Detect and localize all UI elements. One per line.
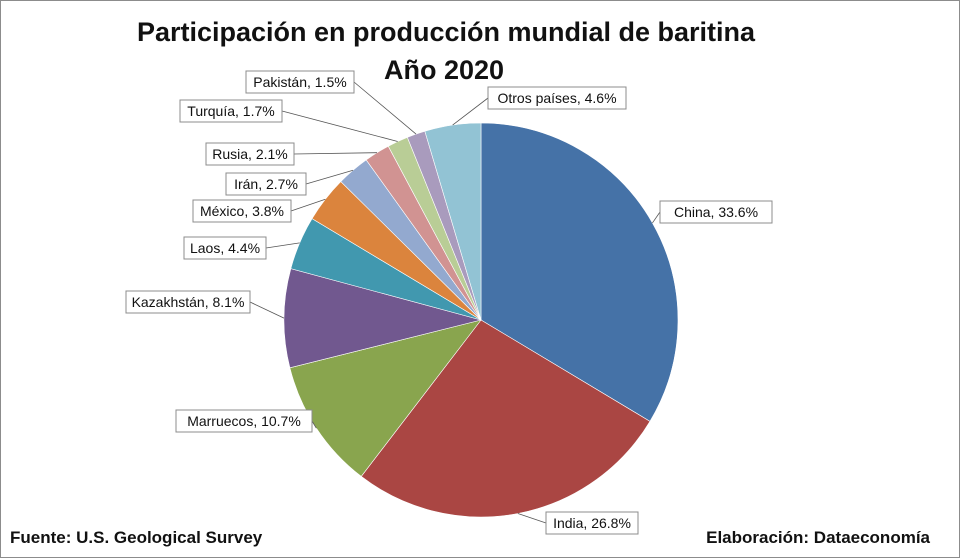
leader-line	[452, 97, 489, 126]
leader-line	[293, 152, 378, 155]
leader-line	[305, 169, 354, 185]
slice-label-box	[175, 409, 313, 433]
slice-label-box	[659, 200, 773, 224]
leader-line	[517, 513, 547, 524]
slice-label: India, 26.8%	[553, 515, 631, 531]
slice-label-box	[192, 199, 292, 223]
leader-line	[265, 242, 300, 249]
slice-label: Rusia, 2.1%	[212, 146, 287, 162]
slice-label-box	[179, 99, 283, 123]
slice-label-box	[545, 511, 639, 535]
pie-slice	[424, 122, 482, 321]
slice-label: Pakistán, 1.5%	[253, 74, 346, 90]
slice-label: México, 3.8%	[200, 203, 284, 219]
slice-label-box	[183, 236, 267, 260]
leader-line	[353, 81, 417, 135]
slice-label: Marruecos, 10.7%	[187, 413, 301, 429]
chart-subtitle: Año 2020	[383, 55, 505, 85]
pie-slice	[360, 319, 651, 518]
slice-label: Laos, 4.4%	[190, 240, 260, 256]
slice-label: Otros países, 4.6%	[497, 90, 616, 106]
leader-line	[249, 301, 285, 319]
slice-label: Kazakhstán, 8.1%	[132, 294, 245, 310]
leader-line	[290, 198, 326, 212]
pie-slice	[283, 268, 483, 369]
leader-line	[311, 420, 317, 429]
slice-label: China, 33.6%	[674, 204, 758, 220]
credit-note: Elaboración: Dataeconomía	[706, 528, 930, 547]
chart-title: Participación en producción mundial de b…	[136, 17, 756, 47]
slice-label: Irán, 2.7%	[234, 176, 298, 192]
slice-label-box	[487, 86, 627, 110]
slice-label-box	[225, 172, 307, 196]
source-note: Fuente: U.S. Geological Survey	[10, 528, 263, 547]
leader-line	[281, 110, 398, 142]
slice-label-box	[205, 142, 295, 166]
slice-label-box	[125, 290, 251, 314]
slice-label: Turquía, 1.7%	[187, 103, 274, 119]
leader-line	[652, 211, 661, 224]
slice-label-box	[245, 70, 355, 94]
